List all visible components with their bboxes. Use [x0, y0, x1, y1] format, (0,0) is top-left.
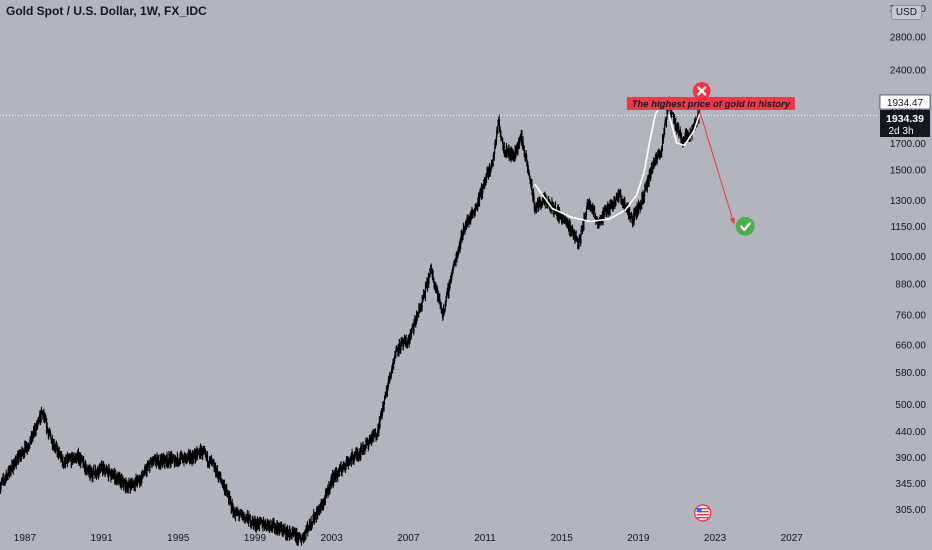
- projection-arrow[interactable]: [699, 111, 735, 225]
- cup-handle-pattern: [534, 107, 701, 223]
- x-tick-label: 1999: [244, 533, 267, 544]
- highest-price-label-bg: [626, 96, 795, 110]
- price-tag-high: 1934.47: [887, 98, 924, 109]
- y-tick-label: 390.00: [895, 453, 926, 464]
- check-icon-circle: [735, 216, 755, 236]
- x-tick-label: 1995: [167, 533, 190, 544]
- us-flag-stripe: [696, 514, 709, 516]
- y-tick-label: 1000.00: [890, 252, 927, 263]
- y-tick-label: 760.00: [895, 311, 926, 322]
- y-tick-label: 660.00: [895, 341, 926, 352]
- close-icon-cross: [697, 86, 707, 96]
- x-tick-label: 1987: [14, 533, 37, 544]
- x-tick-label: 2007: [397, 533, 420, 544]
- currency-badge[interactable]: USD: [890, 5, 922, 20]
- y-tick-label: 880.00: [895, 279, 926, 290]
- x-tick-label: 1991: [90, 533, 113, 544]
- y-tick-label: 1500.00: [890, 166, 927, 177]
- close-icon[interactable]: [692, 81, 711, 100]
- y-tick-label: 1150.00: [891, 222, 927, 233]
- countdown-tag: 2d 3h: [888, 126, 913, 137]
- us-flag-stripe: [696, 511, 709, 513]
- highest-price-label-text: The highest price of gold in history: [632, 99, 791, 110]
- price-tags: 1934.47 1934.39 2d 3h: [879, 94, 931, 137]
- x-tick-label: 2027: [781, 533, 804, 544]
- y-tick-label: 1700.00: [890, 139, 927, 150]
- us-flag-icon[interactable]: [694, 504, 712, 522]
- highest-price-label[interactable]: The highest price of gold in history: [626, 96, 795, 110]
- x-tick-label: 2023: [704, 533, 727, 544]
- y-tick-label: 580.00: [895, 368, 926, 379]
- y-tick-label: 500.00: [895, 400, 926, 411]
- chart-title[interactable]: Gold Spot / U.S. Dollar, 1W, FX_IDC: [6, 4, 207, 18]
- x-tick-label: 2003: [321, 533, 344, 544]
- cup-curve: [534, 107, 661, 223]
- y-tick-label: 440.00: [895, 427, 926, 438]
- x-tick-label: 2015: [551, 533, 574, 544]
- y-tick-label: 345.00: [895, 479, 926, 490]
- price-tag-close-bg: [880, 110, 930, 137]
- handle-curve: [668, 113, 701, 147]
- us-flag-circle: [694, 504, 712, 522]
- check-icon[interactable]: [735, 216, 755, 236]
- candles-layer: [0, 96, 701, 546]
- us-flag-stripe: [696, 508, 709, 510]
- projection-arrow-head: [729, 217, 735, 225]
- check-icon-tick: [740, 222, 751, 231]
- y-tick-label: 2400.00: [890, 65, 927, 76]
- x-tick-label: 2019: [627, 533, 650, 544]
- y-tick-label: 305.00: [895, 505, 926, 516]
- y-tick-label: 2000.00: [890, 104, 927, 115]
- y-tick-label: 2800.00: [890, 32, 927, 43]
- x-axis[interactable]: 1987 1991 1995 1999 2003 2007 2011 2015 2019 2023…: [14, 533, 803, 544]
- y-axis[interactable]: 3200.002800.002400.002000.001700.001500.…: [890, 4, 927, 516]
- us-flag-stripe: [696, 517, 709, 519]
- x-tick-label: 2011: [474, 533, 496, 544]
- price-tag-high-bg: [879, 94, 931, 110]
- price-tag-close: 1934.39: [886, 113, 924, 125]
- us-flag-canton: [696, 508, 702, 512]
- y-tick-label: 1300.00: [890, 196, 927, 207]
